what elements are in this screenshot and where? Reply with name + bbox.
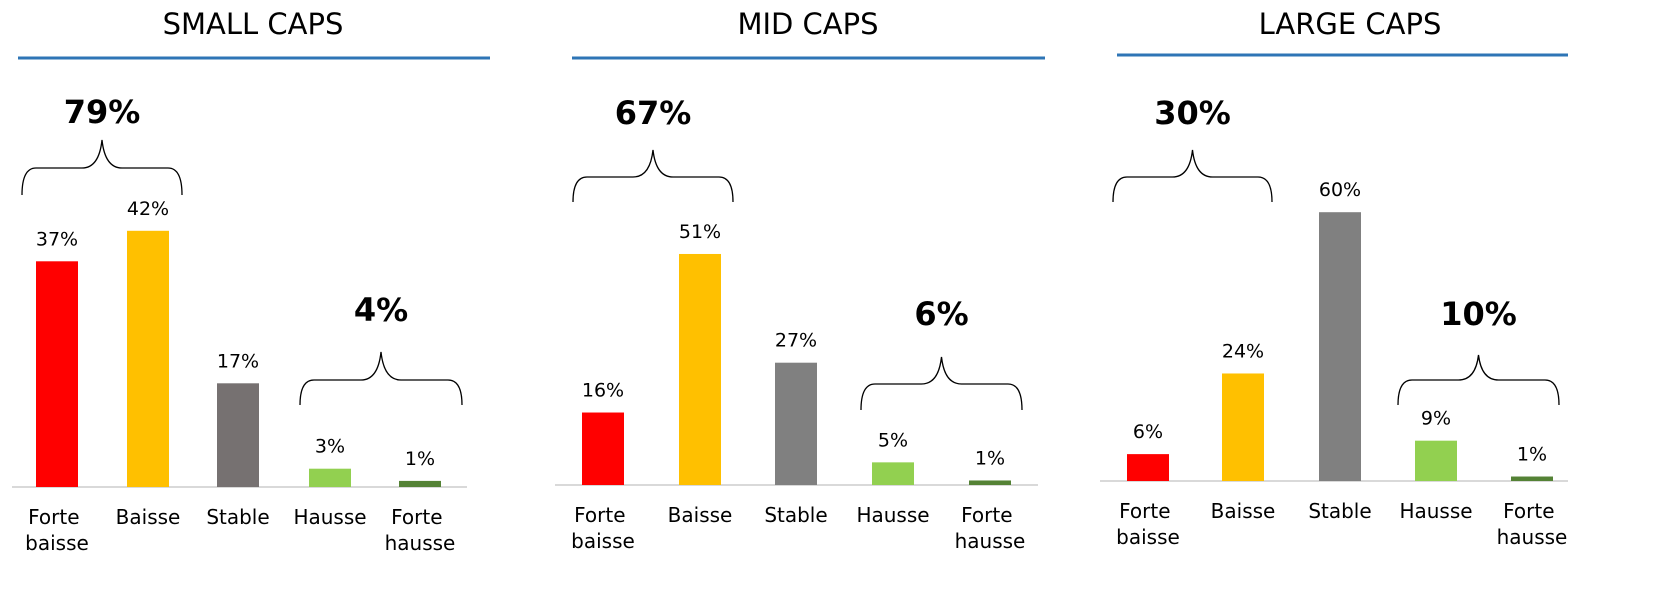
category-label: Forte hausse xyxy=(1497,499,1568,549)
value-label: 9% xyxy=(1421,408,1451,430)
value-label: 3% xyxy=(315,436,345,458)
category-label: Forte baisse xyxy=(25,505,89,555)
annotation: 67% xyxy=(615,94,692,132)
category-label: Hausse xyxy=(856,503,929,527)
value-label: 16% xyxy=(582,380,624,402)
chart-title: MID CAPS xyxy=(737,7,878,41)
bar xyxy=(1415,440,1457,481)
bar xyxy=(969,480,1011,485)
category-label: Baisse xyxy=(116,505,181,529)
bar xyxy=(1511,476,1553,481)
value-label: 60% xyxy=(1319,179,1361,201)
value-label: 42% xyxy=(127,198,169,220)
bracket xyxy=(299,351,463,406)
category-label: Stable xyxy=(1308,499,1371,523)
bracket xyxy=(1397,354,1560,406)
annotation: 79% xyxy=(64,93,141,131)
annotation: 30% xyxy=(1154,94,1231,132)
bar xyxy=(127,230,169,488)
value-label: 17% xyxy=(217,350,259,372)
category-label: Forte hausse xyxy=(385,505,456,555)
value-label: 27% xyxy=(775,330,817,352)
bracket xyxy=(21,139,183,196)
annotation: 10% xyxy=(1440,295,1517,333)
chart-title: SMALL CAPS xyxy=(163,7,344,41)
value-label: 5% xyxy=(878,429,908,451)
bar xyxy=(1222,373,1264,481)
bar xyxy=(217,383,259,487)
bracket xyxy=(572,149,734,203)
category-label: Forte baisse xyxy=(1116,499,1180,549)
bar xyxy=(775,362,817,485)
value-label: 24% xyxy=(1222,340,1264,362)
value-label: 6% xyxy=(1133,421,1163,443)
category-label: Forte baisse xyxy=(571,503,635,553)
category-label: Hausse xyxy=(1399,499,1472,523)
category-label: Stable xyxy=(764,503,827,527)
bar xyxy=(1127,454,1169,481)
annotation: 4% xyxy=(354,291,408,329)
value-label: 51% xyxy=(679,221,721,243)
bracket xyxy=(1112,149,1273,203)
value-label: 37% xyxy=(36,228,78,250)
value-label: 1% xyxy=(1517,444,1547,466)
value-label: 1% xyxy=(405,448,435,470)
bar xyxy=(872,462,914,485)
bar xyxy=(679,253,721,485)
bracket xyxy=(860,356,1023,411)
category-label: Stable xyxy=(206,505,269,529)
category-label: Baisse xyxy=(668,503,733,527)
bar xyxy=(36,261,78,487)
category-label: Forte hausse xyxy=(955,503,1026,553)
bar xyxy=(1319,212,1361,481)
bar xyxy=(309,468,351,487)
chart-title: LARGE CAPS xyxy=(1259,7,1442,41)
category-label: Hausse xyxy=(293,505,366,529)
value-label: 1% xyxy=(975,447,1005,469)
category-label: Baisse xyxy=(1211,499,1276,523)
annotation: 6% xyxy=(914,295,968,333)
bar xyxy=(582,412,624,485)
bar xyxy=(399,480,441,487)
